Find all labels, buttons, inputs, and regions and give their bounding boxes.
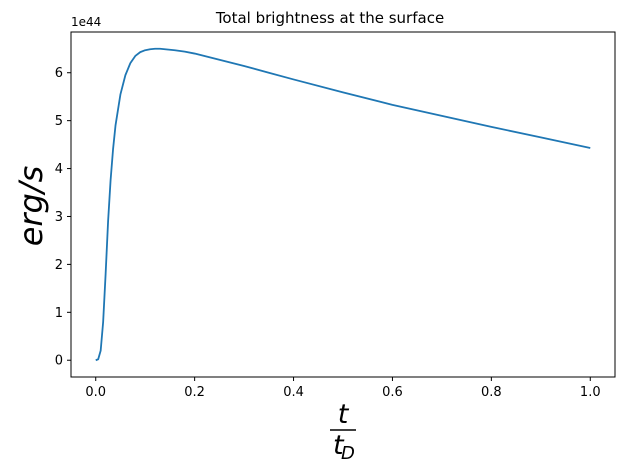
- x-label-denominator: t: [333, 430, 345, 461]
- y-tick-label: 6: [55, 66, 63, 81]
- y-tick-label: 3: [55, 210, 63, 225]
- x-tick-label: 1.0: [580, 385, 601, 400]
- y-tick-label: 1: [55, 306, 63, 321]
- x-axis: 0.0 0.2 0.4 0.6 0.8 1.0: [85, 377, 601, 400]
- y-axis-label: erg/s: [12, 166, 50, 247]
- plot-frame: [70, 31, 616, 378]
- y-offset-label: 1e44: [71, 15, 101, 29]
- x-tick-label: 0.8: [481, 385, 502, 400]
- y-axis: 0 1 2 3 4 5 6: [55, 66, 71, 369]
- x-tick-label: 0.6: [382, 385, 403, 400]
- series-line: [95, 47, 591, 362]
- x-tick-label: 0.0: [85, 385, 106, 400]
- x-tick-label: 0.2: [184, 385, 205, 400]
- y-tick-label: 0: [55, 354, 63, 369]
- y-tick-label: 2: [55, 258, 63, 273]
- x-label-numerator: t: [338, 399, 350, 430]
- x-tick-label: 0.4: [283, 385, 304, 400]
- y-tick-label: 5: [55, 114, 63, 129]
- chart-title: Total brightness at the surface: [215, 9, 444, 27]
- x-axis-label: t t D: [330, 399, 356, 464]
- series-layer: [95, 47, 591, 362]
- y-tick-label: 4: [55, 162, 63, 177]
- x-label-subscript: D: [341, 443, 355, 464]
